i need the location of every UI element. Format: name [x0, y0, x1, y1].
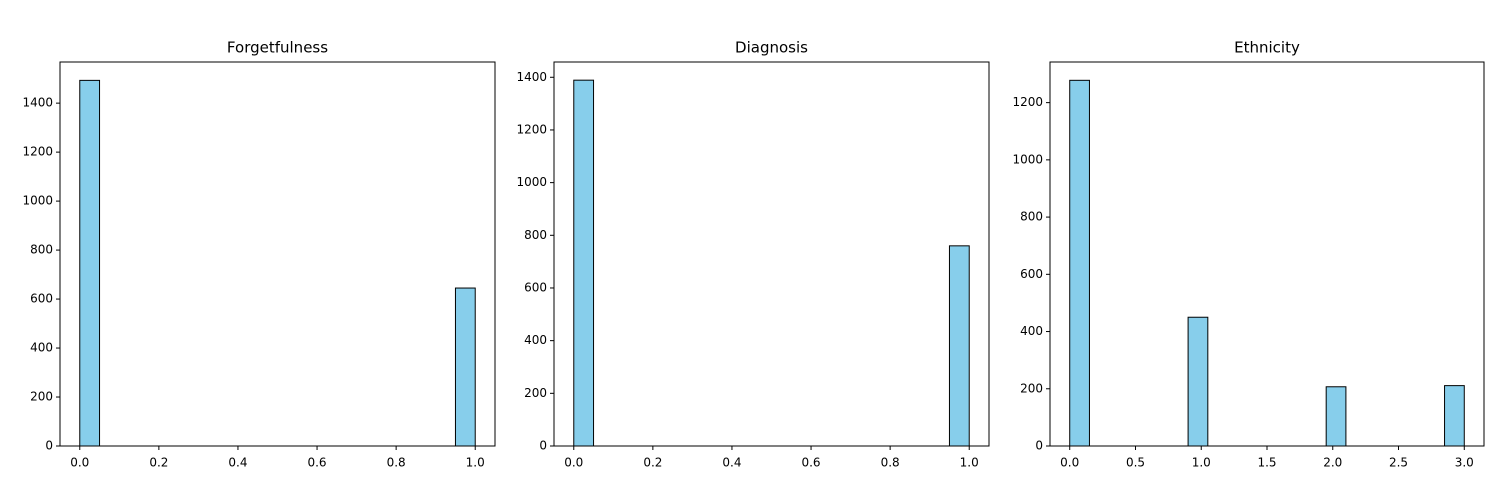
x-tick-label: 0.2	[149, 456, 168, 470]
y-tick-label: 200	[1020, 381, 1043, 395]
y-tick-label: 1000	[22, 194, 53, 208]
y-tick-label: 1400	[22, 96, 53, 110]
x-tick-label: 0.0	[564, 456, 583, 470]
bar	[454, 287, 476, 447]
chart-title: Forgetfulness	[227, 39, 328, 57]
y-tick-label: 0	[1035, 439, 1043, 453]
x-tick-label: 2.0	[1323, 456, 1342, 470]
x-tick-label: 0.8	[881, 456, 900, 470]
x-tick-label: 0.2	[643, 456, 662, 470]
bar	[948, 245, 970, 447]
y-tick-label: 800	[524, 228, 547, 242]
y-tick-label: 400	[524, 333, 547, 347]
bar	[1444, 385, 1465, 447]
bar	[1069, 79, 1090, 447]
x-tick-label: 0.0	[70, 456, 89, 470]
x-tick-label: 0.6	[307, 456, 326, 470]
y-tick-label: 1000	[516, 175, 547, 189]
axes-frame	[59, 61, 496, 447]
x-tick-label: 0.4	[228, 456, 247, 470]
bar	[573, 79, 595, 447]
bar	[1325, 386, 1347, 447]
x-tick-label: 0.8	[387, 456, 406, 470]
y-tick-label: 200	[30, 390, 53, 404]
y-tick-label: 0	[539, 439, 547, 453]
x-tick-label: 0.4	[722, 456, 741, 470]
x-tick-label: 1.0	[960, 456, 979, 470]
x-tick-label: 1.0	[1192, 456, 1211, 470]
x-tick-label: 1.5	[1257, 456, 1276, 470]
x-tick-label: 0.5	[1126, 456, 1145, 470]
axes-frame	[1049, 61, 1485, 447]
y-tick-label: 400	[1020, 324, 1043, 338]
x-tick-label: 0.6	[801, 456, 820, 470]
y-tick-label: 400	[30, 341, 53, 355]
x-tick-label: 2.5	[1389, 456, 1408, 470]
x-tick-label: 0.0	[1060, 456, 1079, 470]
chart-title: Diagnosis	[735, 39, 808, 57]
x-tick-label: 3.0	[1455, 456, 1474, 470]
axes-frame	[553, 61, 990, 447]
y-tick-label: 600	[1020, 267, 1043, 281]
chart-title: Ethnicity	[1234, 39, 1300, 57]
y-tick-label: 1200	[1012, 95, 1043, 109]
y-tick-label: 200	[524, 386, 547, 400]
y-tick-label: 1200	[22, 145, 53, 159]
y-tick-label: 600	[30, 292, 53, 306]
y-tick-label: 1000	[1012, 152, 1043, 166]
y-tick-label: 1400	[516, 70, 547, 84]
y-tick-label: 600	[524, 280, 547, 294]
y-tick-label: 1200	[516, 122, 547, 136]
y-tick-label: 800	[30, 243, 53, 257]
y-tick-label: 0	[45, 439, 53, 453]
bar	[79, 79, 101, 447]
bar	[1187, 316, 1209, 447]
y-tick-label: 800	[1020, 210, 1043, 224]
x-tick-label: 1.0	[466, 456, 485, 470]
